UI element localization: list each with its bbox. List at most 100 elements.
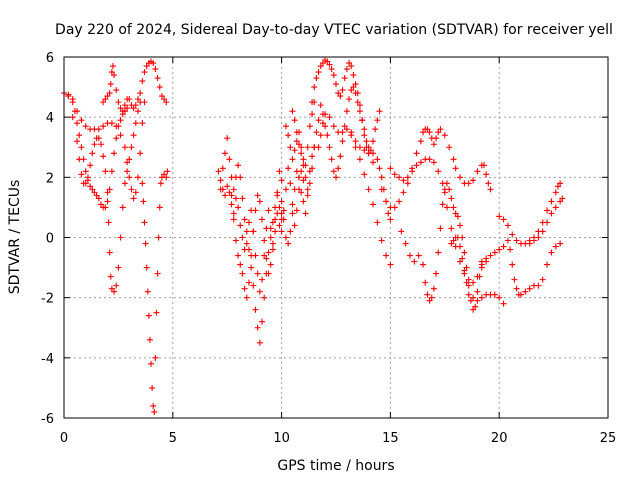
data-point — [289, 156, 296, 163]
data-point — [304, 186, 311, 193]
data-point — [500, 300, 507, 307]
data-point — [243, 240, 250, 247]
data-point — [119, 108, 126, 115]
data-point — [517, 291, 524, 298]
data-point — [248, 252, 255, 259]
data-point — [422, 279, 429, 286]
data-point — [254, 324, 261, 331]
data-point — [328, 156, 335, 163]
data-point — [354, 99, 361, 106]
data-point — [259, 276, 266, 283]
data-point — [106, 249, 113, 256]
data-point — [350, 72, 357, 79]
data-point — [430, 159, 437, 166]
data-point — [157, 180, 164, 187]
data-point — [153, 309, 160, 316]
data-point — [293, 129, 300, 136]
data-point — [259, 216, 266, 223]
x-tick-label: 20 — [491, 431, 508, 446]
data-point — [276, 204, 283, 211]
data-point — [145, 312, 152, 319]
data-point — [352, 81, 359, 88]
data-point — [232, 237, 239, 244]
data-point — [491, 291, 498, 298]
data-point — [309, 165, 316, 172]
data-point — [457, 243, 464, 250]
data-point — [539, 276, 546, 283]
data-point — [250, 228, 257, 235]
data-point — [467, 297, 474, 304]
data-point — [424, 291, 431, 298]
data-point — [448, 195, 455, 202]
data-point — [348, 87, 355, 94]
data-point — [217, 186, 224, 193]
data-point — [132, 120, 139, 127]
data-point — [272, 228, 279, 235]
data-point — [143, 63, 150, 70]
data-point — [378, 237, 385, 244]
data-point — [457, 174, 464, 181]
data-point — [426, 297, 433, 304]
data-point — [119, 204, 126, 211]
data-point — [76, 132, 83, 139]
series-arc-p — [378, 126, 494, 211]
data-point — [235, 252, 242, 259]
data-point — [89, 150, 96, 157]
data-point — [369, 159, 376, 166]
data-point — [439, 201, 446, 208]
series-arc-f — [215, 168, 285, 295]
data-point — [280, 207, 287, 214]
data-point — [341, 75, 348, 82]
data-point — [261, 237, 268, 244]
data-point — [313, 75, 320, 82]
data-point — [108, 168, 115, 175]
data-point — [383, 252, 390, 259]
data-point — [113, 87, 120, 94]
data-point — [124, 105, 131, 112]
data-point — [361, 171, 368, 178]
data-point — [134, 96, 141, 103]
data-point — [256, 288, 263, 295]
data-point — [387, 216, 394, 223]
data-point — [143, 264, 150, 271]
data-point — [267, 261, 274, 268]
data-point — [333, 174, 339, 181]
data-point — [252, 207, 259, 214]
data-point — [259, 318, 266, 325]
data-point — [330, 168, 337, 175]
data-point — [400, 189, 407, 196]
data-point — [222, 192, 229, 199]
data-point — [420, 129, 427, 136]
data-point — [374, 219, 381, 226]
data-point — [289, 210, 296, 217]
data-point — [222, 150, 229, 157]
data-point — [282, 186, 289, 193]
data-point — [113, 123, 120, 130]
data-point — [487, 252, 494, 259]
data-point — [487, 186, 494, 193]
data-point — [156, 204, 163, 211]
data-point — [296, 174, 303, 181]
data-point — [128, 186, 135, 193]
data-point — [513, 237, 520, 244]
data-point — [374, 156, 381, 163]
data-point — [117, 117, 124, 124]
data-point — [285, 165, 292, 172]
data-point — [341, 123, 348, 130]
data-point — [404, 174, 411, 181]
data-point — [552, 189, 559, 196]
data-point — [409, 168, 416, 175]
data-point — [164, 168, 171, 175]
data-point — [156, 84, 163, 91]
data-point — [330, 123, 337, 130]
data-point — [224, 183, 231, 190]
data-point — [296, 186, 303, 193]
data-point — [137, 90, 144, 97]
data-point — [315, 117, 322, 124]
data-point — [369, 201, 376, 208]
data-point — [104, 189, 111, 196]
data-point — [239, 195, 246, 202]
data-point — [365, 186, 372, 193]
data-point — [230, 216, 237, 223]
